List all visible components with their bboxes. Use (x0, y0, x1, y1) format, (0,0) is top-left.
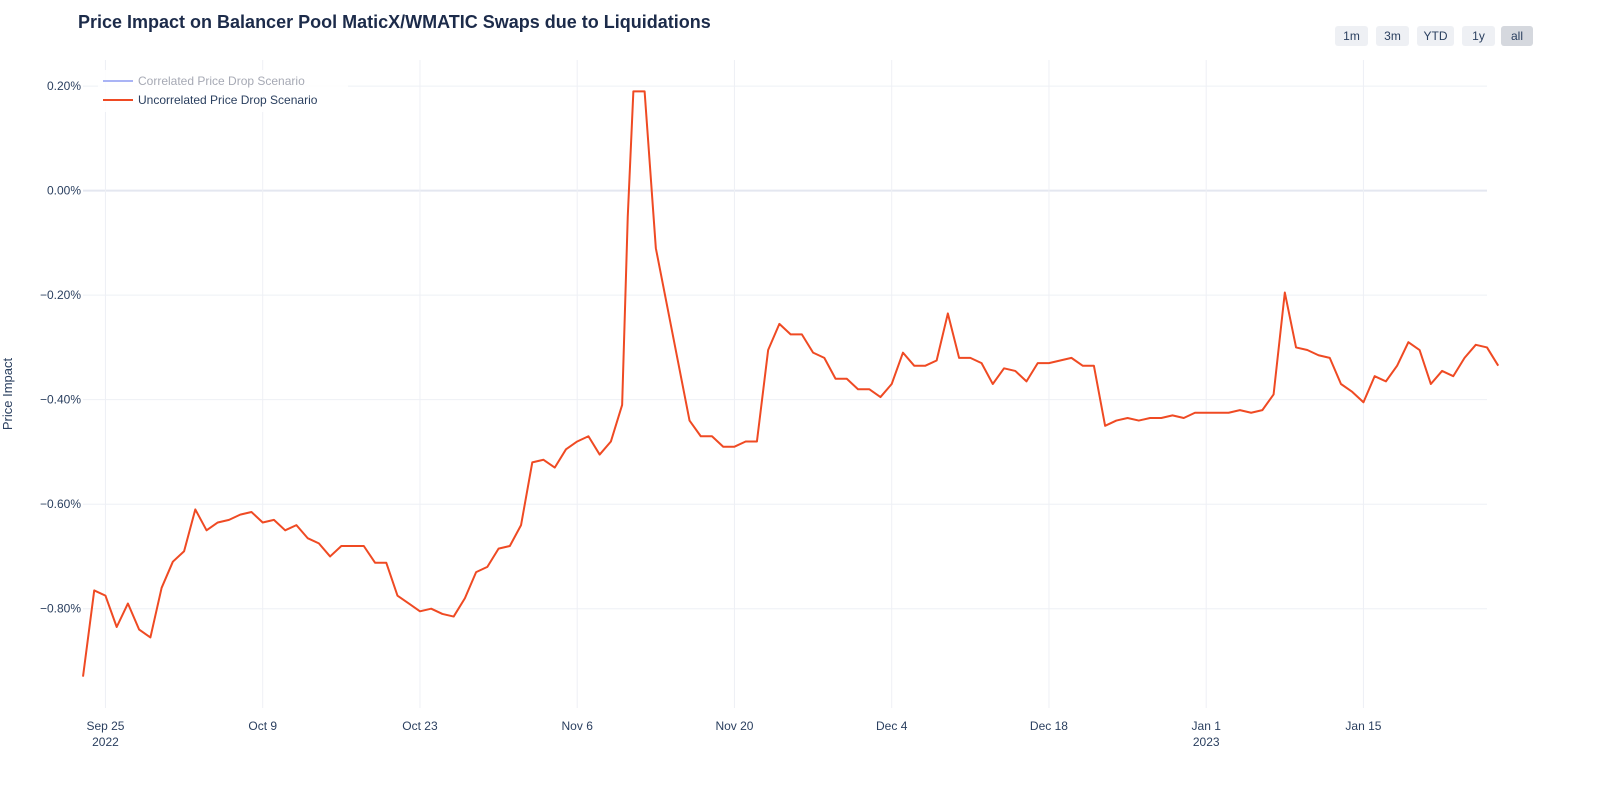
y-tick-label: −0.60% (40, 497, 81, 511)
y-tick-label: 0.20% (47, 79, 81, 93)
range-3m-button[interactable]: 3m (1376, 26, 1409, 46)
x-tick-label: Nov 20 (715, 719, 753, 733)
range-all-button[interactable]: all (1501, 26, 1533, 46)
x-tick-label: Dec 4 (876, 719, 908, 733)
y-tick-label: −0.80% (40, 602, 81, 616)
series-lines (82, 90, 1500, 677)
x-tick-label: Nov 6 (562, 719, 594, 733)
legend: Correlated Price Drop Scenario Uncorrela… (98, 70, 348, 112)
range-1y-button[interactable]: 1y (1462, 26, 1495, 46)
range-ytd-button[interactable]: YTD (1417, 26, 1454, 46)
x-tick-label: Jan 15 (1345, 719, 1381, 733)
y-tick-label: 0.00% (47, 184, 81, 198)
y-tick-label: −0.20% (40, 288, 81, 302)
x-axis-ticks: Sep 25 2022 Oct 9 Oct 23 Nov 6 Nov 20 Dec 4 Dec… (86, 719, 1381, 749)
y-axis-ticks: 0.20% 0.00% −0.20% −0.40% −0.60% −0.80% (40, 79, 81, 616)
x-tick-label: Jan 1 (1192, 719, 1222, 733)
x-tick-label: Sep 25 (86, 719, 124, 733)
legend-label-uncorrelated[interactable]: Uncorrelated Price Drop Scenario (138, 93, 318, 107)
x-tick-label: Oct 23 (402, 719, 438, 733)
series-line-1[interactable] (82, 90, 1500, 677)
range-1m-button[interactable]: 1m (1335, 26, 1368, 46)
x-tick-label: Dec 18 (1030, 719, 1068, 733)
y-axis-label: Price Impact (0, 357, 15, 430)
x-tick-label: Oct 9 (248, 719, 277, 733)
legend-label-correlated[interactable]: Correlated Price Drop Scenario (138, 74, 305, 88)
x-tick-year-label: 2023 (1193, 735, 1220, 749)
chart-title: Price Impact on Balancer Pool MaticX/WMA… (78, 12, 711, 32)
legend-background (98, 70, 348, 112)
grid-lines (83, 60, 1487, 708)
y-tick-label: −0.40% (40, 393, 81, 407)
x-tick-year-label: 2022 (92, 735, 119, 749)
